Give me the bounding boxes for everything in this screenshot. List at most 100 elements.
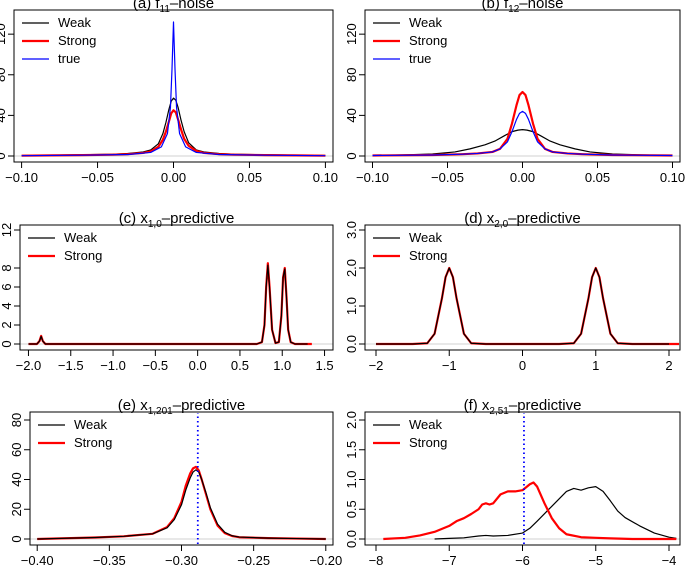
chart-5-xtick-label: −0.20	[309, 553, 342, 568]
chart-6-xtick-label: −4	[662, 553, 677, 568]
chart-6-xtick-label: −6	[515, 553, 530, 568]
chart-2-xtick-label: 0.05	[585, 170, 610, 185]
chart-2-xtick-label: 0.10	[660, 170, 685, 185]
chart-4-ytick-label: 2.0	[344, 259, 359, 277]
chart-1-curves	[21, 21, 326, 157]
chart-3-ytick-label: 6	[0, 283, 14, 290]
chart-6-ytick-label: 2.0	[344, 411, 359, 429]
chart-5-xtick-label: −0.25	[237, 553, 270, 568]
chart-6-xtick-label: −8	[369, 553, 384, 568]
chart-1-legend-label-weak: Weak	[58, 15, 91, 30]
chart-5-ytick-label: 40	[9, 472, 24, 486]
chart-3-title-main: (c) x	[119, 210, 149, 227]
chart-1-legend-label-strong: Strong	[58, 33, 96, 48]
chart-4-ytick-label: 1.0	[344, 297, 359, 315]
chart-1-series-true	[21, 21, 326, 157]
chart-6-series-weak	[434, 486, 677, 540]
chart-3-title: (c) x1,0–predictive	[119, 210, 235, 230]
chart-3-xtick-label: 0.5	[231, 358, 249, 373]
chart-1-ytick-label: 0	[0, 152, 8, 159]
chart-4-title-main: (d) x	[464, 210, 495, 227]
chart-5-title-main: (e) x	[118, 397, 149, 414]
chart-3-xtick-label: −1.0	[100, 358, 126, 373]
chart-5-title-suffix: –predictive	[173, 397, 246, 414]
chart-4-ytick-label: 3.0	[344, 221, 359, 239]
chart-4-xtick-label: 2	[665, 358, 672, 373]
chart-5-legend-label-weak: Weak	[74, 417, 107, 432]
chart-3-series-weak	[28, 264, 308, 345]
chart-4: (d) x2,0–predictive −2 −1 0 1 2 0.0 1.0 2.0 3.0 We…	[344, 210, 681, 373]
chart-6-ytick-label: 1.5	[344, 441, 359, 459]
chart-2-ytick-label: 80	[344, 68, 359, 82]
chart-6-title-main: (f) x	[464, 397, 490, 414]
chart-3-xtick-label: −1.5	[58, 358, 84, 373]
chart-4-title-suffix: –predictive	[508, 210, 581, 227]
chart-3-ytick-label: 4	[0, 302, 14, 309]
chart-2-title: (b) f12–noise	[482, 0, 564, 15]
chart-2-legend-label-strong: Strong	[409, 33, 447, 48]
chart-3-xtick-label: 1.5	[316, 358, 334, 373]
chart-3-ytick-label: 8	[0, 264, 14, 271]
chart-4-xtick-label: 1	[592, 358, 599, 373]
chart-4-ytick-label: 0.0	[344, 335, 359, 353]
chart-2-xtick-label: −0.10	[356, 170, 389, 185]
chart-6-curves	[383, 413, 677, 544]
chart-2-xtick-label: −0.05	[431, 170, 464, 185]
chart-5-title: (e) x1,201–predictive	[118, 397, 246, 417]
chart-4-series-strong	[375, 266, 679, 346]
chart-4-xtick-label: −2	[369, 358, 384, 373]
chart-6-title: (f) x2,51–predictive	[464, 397, 582, 417]
chart-3-xtick-label: 1.0	[273, 358, 291, 373]
chart-5: (e) x1,201–predictive −0.40 −0.35 −0.30 −0.2…	[9, 397, 342, 568]
chart-6-title-suffix: –predictive	[509, 397, 582, 414]
chart-4-title: (d) x2,0–predictive	[464, 210, 580, 230]
chart-5-legend-label-strong: Strong	[74, 435, 112, 450]
chart-2-series-strong	[372, 90, 673, 157]
chart-4-xtick-label: −1	[442, 358, 457, 373]
chart-6-series-strong	[383, 481, 677, 541]
chart-3-xtick-label: 0.0	[189, 358, 207, 373]
chart-3-ytick-label: 12	[0, 223, 14, 237]
chart-2-xtick-label: 0.00	[510, 170, 535, 185]
chart-5-xtick-label: −0.35	[93, 553, 126, 568]
chart-1-legend-label-true: true	[58, 51, 80, 66]
chart-1-title: (a) f11–noise	[133, 0, 214, 15]
chart-2-ytick-label: 40	[344, 108, 359, 122]
chart-1-xtick-label: 0.00	[161, 170, 186, 185]
chart-2-title-suffix: –noise	[519, 0, 563, 12]
chart-3-series-strong	[28, 262, 312, 346]
chart-5-series-weak	[37, 469, 326, 540]
chart-5-ytick-label: 0	[9, 535, 24, 542]
chart-2-ytick-label: 120	[344, 23, 359, 45]
chart-1-title-suffix: –noise	[170, 0, 214, 12]
chart-1-ytick-label: 40	[0, 108, 8, 122]
chart-1: (a) f11–noise −0.10 −0.05 0.00 0.05 0.10 0 40 80…	[0, 0, 338, 185]
chart-1-xtick-label: −0.05	[81, 170, 114, 185]
chart-2-title-main: (b) f	[482, 0, 510, 12]
chart-3-legend-label-weak: Weak	[64, 230, 97, 245]
chart-2: (b) f12–noise −0.10 −0.05 0.00 0.05 0.10 0 40 80…	[344, 0, 685, 185]
chart-1-ytick-label: 120	[0, 23, 8, 45]
chart-6-legend-label-weak: Weak	[409, 417, 442, 432]
chart-3-xtick-label: −0.5	[143, 358, 169, 373]
chart-4-xtick-label: 0	[519, 358, 526, 373]
chart-1-series-strong	[21, 109, 326, 157]
chart-4-series-weak	[375, 267, 670, 345]
chart-5-ytick-label: 80	[9, 413, 24, 427]
chart-2-series-true	[372, 110, 673, 157]
chart-1-series-weak	[21, 97, 326, 157]
chart-4-curves	[375, 266, 679, 346]
chart-1-xtick-label: −0.10	[5, 170, 38, 185]
chart-5-curves	[37, 413, 326, 544]
chart-4-legend-label-strong: Strong	[409, 248, 447, 263]
chart-2-legend-label-true: true	[409, 51, 431, 66]
chart-1-ytick-label: 80	[0, 68, 8, 82]
chart-2-ytick-label: 0	[344, 152, 359, 159]
chart-5-ytick-label: 20	[9, 502, 24, 516]
chart-6-legend-label-strong: Strong	[409, 435, 447, 450]
chart-3-xtick-label: −2.0	[16, 358, 42, 373]
chart-6-ytick-label: 1.0	[344, 470, 359, 488]
chart-2-legend-label-weak: Weak	[409, 15, 442, 30]
chart-1-title-main: (a) f	[133, 0, 161, 12]
chart-3: (c) x1,0–predictive −2.0 −1.5 −1.0 −0.5 0.0 0.…	[0, 210, 334, 373]
